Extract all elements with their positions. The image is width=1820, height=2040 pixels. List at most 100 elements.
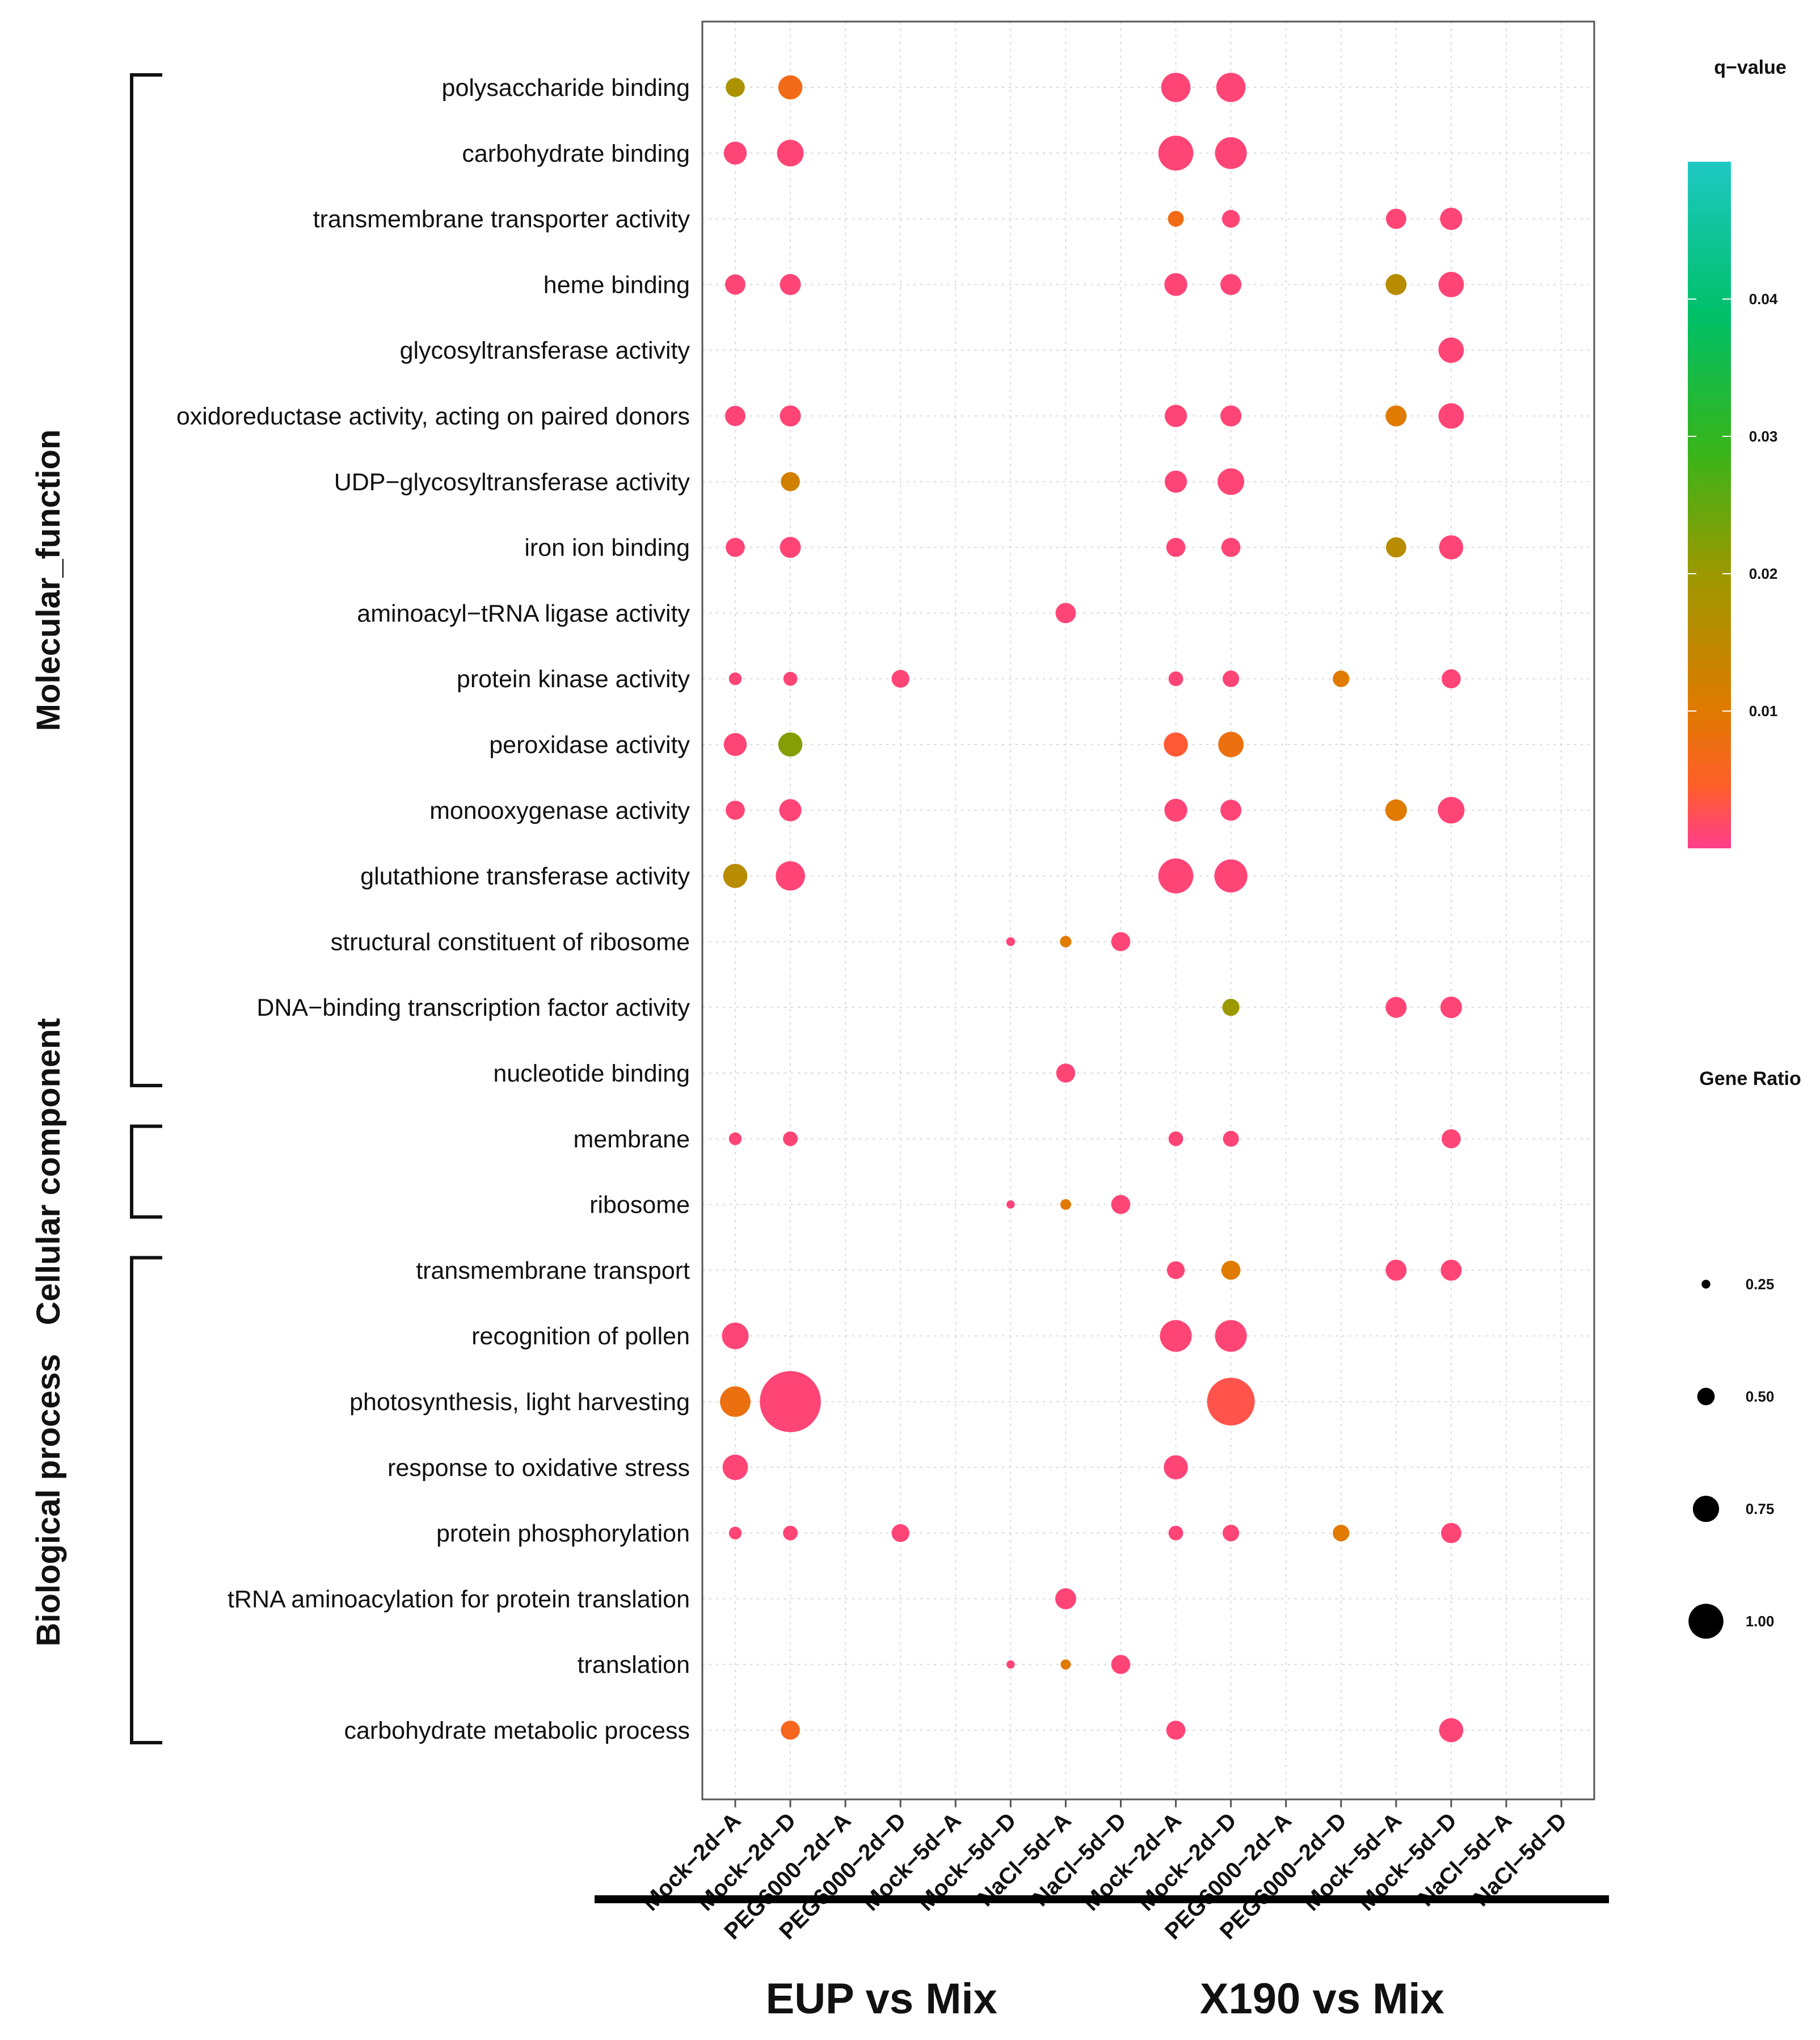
enrichment-point [1385, 799, 1407, 821]
enrichment-point [783, 671, 798, 686]
color-legend: q−value 0.01 0.02 0.03 0.04 [1688, 57, 1787, 848]
enrichment-point [1164, 273, 1187, 296]
size-legend-label: 0.75 [1746, 1500, 1775, 1517]
enrichment-point [1164, 1455, 1188, 1480]
enrichment-point [1164, 732, 1188, 757]
enrichment-point [891, 1524, 909, 1542]
comparison-groups: EUP vs Mix X190 vs Mix [595, 1895, 1610, 2023]
enrichment-point [1220, 800, 1242, 821]
enrichment-point [1442, 669, 1461, 688]
size-legend-items: 0.25 0.50 0.75 1.00 [1688, 1276, 1774, 1639]
enrichment-point [760, 1371, 821, 1432]
enrichment-point [728, 1526, 742, 1540]
enrichment-point [1006, 1660, 1015, 1669]
enrichment-point [1060, 1659, 1071, 1670]
color-legend-tick-label: 0.04 [1749, 291, 1778, 308]
enrichment-point [1217, 468, 1245, 495]
enrichment-point [780, 405, 801, 427]
enrichment-point [1438, 337, 1464, 363]
y-term-label: protein kinase activity [457, 666, 690, 693]
size-legend-label: 0.25 [1746, 1276, 1775, 1293]
y-term-label: UDP−glycosyltransferase activity [334, 469, 690, 496]
enrichment-point [723, 141, 747, 165]
enrichment-point [1055, 1588, 1076, 1609]
category-bracket [130, 73, 162, 1087]
enrichment-point [778, 732, 803, 757]
enrichment-points [720, 73, 1465, 1743]
enrichment-point [1006, 1200, 1015, 1209]
enrichment-point [1439, 1718, 1464, 1743]
enrichment-point [1333, 670, 1350, 687]
enrichment-point [1442, 1129, 1461, 1149]
enrichment-point [781, 1721, 800, 1740]
enrichment-point [1158, 858, 1194, 894]
enrichment-point [728, 672, 742, 685]
enrichment-point [1168, 671, 1183, 687]
y-term-label: protein phosphorylation [436, 1520, 690, 1547]
enrichment-point [720, 1386, 751, 1417]
color-legend-title: q−value [1714, 57, 1787, 78]
y-term-label: transmembrane transport [416, 1257, 690, 1284]
enrichment-point [1168, 211, 1184, 227]
color-legend-tick-label: 0.03 [1749, 428, 1778, 445]
y-term-label: iron ion binding [524, 535, 690, 562]
color-legend-tick-label: 0.01 [1749, 703, 1778, 720]
size-legend: Gene Ratio 0.25 0.50 0.75 1.00 [1688, 1068, 1801, 1639]
enrichment-point [1006, 937, 1016, 947]
enrichment-point [1111, 932, 1131, 952]
enrichment-point [1222, 999, 1240, 1016]
enrichment-point [1440, 208, 1463, 230]
size-legend-label: 0.50 [1746, 1388, 1775, 1405]
enrichment-point [723, 864, 748, 888]
enrichment-point [1215, 137, 1247, 169]
y-term-label: translation [578, 1651, 690, 1679]
enrichment-point [1168, 1525, 1183, 1541]
enrichment-point [1060, 936, 1072, 948]
enrichment-point [783, 1525, 798, 1541]
enrichment-point [1439, 535, 1464, 560]
enrichment-point [1221, 1260, 1241, 1280]
y-term-label: carbohydrate binding [462, 140, 690, 167]
x-axis-tick-labels: Mock−2d−AMock−2d−DPEG6000−2d−APEG6000−2d… [638, 1799, 1572, 1944]
enrichment-point [1215, 1320, 1247, 1352]
enrichment-point [1438, 403, 1464, 429]
enrichment-point [1214, 859, 1248, 893]
enrichment-point [1218, 731, 1244, 758]
enrichment-point [1385, 405, 1407, 427]
size-legend-dot [1688, 1604, 1724, 1639]
plot-panel-border [701, 20, 1595, 1801]
enrichment-point [1164, 405, 1187, 427]
enrichment-point [1160, 1320, 1192, 1352]
enrichment-point [1440, 1259, 1462, 1281]
category-bracket [130, 1256, 162, 1744]
enrichment-point [726, 537, 745, 557]
enrichment-point [779, 799, 802, 822]
enrichment-point [1216, 73, 1246, 102]
category-bracket [130, 1124, 162, 1219]
enrichment-point [1055, 603, 1076, 624]
enrichment-point [1166, 1721, 1186, 1740]
enrichment-point [777, 140, 804, 167]
y-term-label: tRNA aminoacylation for protein translat… [228, 1585, 690, 1613]
enrichment-point [1438, 272, 1464, 297]
enrichment-point [891, 670, 909, 688]
enrichment-point [1438, 797, 1465, 824]
y-term-label: membrane [573, 1126, 690, 1153]
enrichment-point [783, 1131, 798, 1146]
enrichment-point [1385, 996, 1407, 1018]
size-legend-dot [1692, 1495, 1720, 1522]
enrichment-point [1333, 1525, 1350, 1542]
enrichment-point [725, 406, 745, 426]
enrichment-point [1164, 470, 1187, 493]
enrichment-point [1440, 996, 1462, 1019]
category-label: Cellular component [30, 1018, 67, 1325]
y-term-label: carbohydrate metabolic process [344, 1717, 690, 1744]
group-label: X190 vs Mix [1200, 1975, 1444, 2023]
enrichment-point [1161, 73, 1191, 102]
enrichment-point [722, 1322, 749, 1349]
enrichment-point [1221, 209, 1240, 228]
enrichment-point [1223, 1525, 1240, 1542]
enrichment-point [1158, 135, 1194, 171]
enrichment-point [1385, 274, 1407, 295]
color-legend-ticks: 0.01 0.02 0.03 0.04 [1688, 291, 1778, 720]
